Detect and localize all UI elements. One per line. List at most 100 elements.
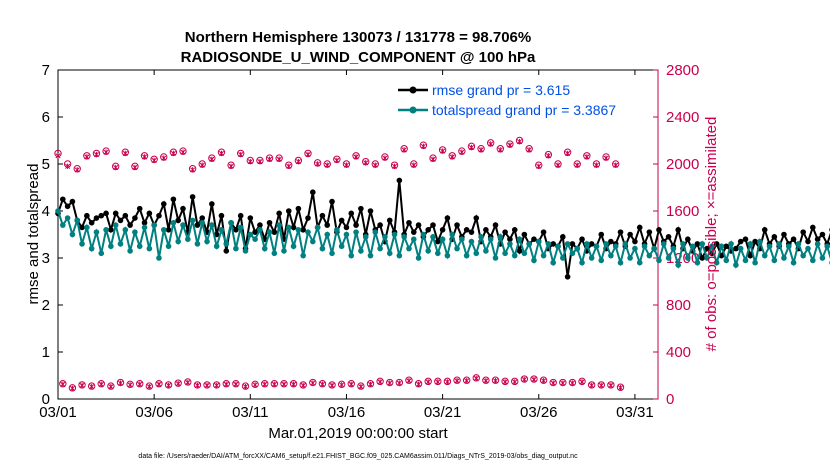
- obs-assimilated-point: [550, 380, 556, 386]
- obs-assimilated-point: [242, 383, 249, 390]
- totalspread-point: [55, 208, 61, 214]
- totalspread-point: [228, 219, 234, 226]
- totalspread-point: [728, 241, 734, 247]
- totalspread-point: [665, 255, 672, 261]
- totalspread-point: [521, 250, 528, 257]
- obs-assimilated-point: [521, 376, 527, 383]
- totalspread-point: [300, 252, 306, 259]
- rmse-point: [435, 238, 441, 245]
- obs-assimilated-point: [516, 138, 523, 145]
- obs-assimilated-point: [406, 378, 412, 384]
- obs-assimilated-point: [507, 142, 513, 148]
- obs-assimilated-point: [348, 381, 354, 388]
- totalspread-point: [343, 231, 350, 238]
- totalspread-point: [785, 243, 792, 250]
- rmse-point: [805, 238, 811, 245]
- obs-assimilated-point: [401, 147, 407, 153]
- totalspread-point: [334, 227, 340, 233]
- legend-spread-marker: [409, 106, 417, 114]
- obs-assimilated-point: [156, 381, 162, 388]
- totalspread-point: [497, 234, 504, 240]
- totalspread-point: [617, 259, 624, 266]
- totalspread-point: [305, 229, 311, 235]
- rmse-point: [386, 217, 393, 224]
- totalspread-point: [449, 231, 456, 238]
- obs-assimilated-point: [358, 383, 364, 390]
- y-axis-label-right: # of obs: o=possible; ×=assimilated: [703, 117, 720, 352]
- obs-assimilated-point: [286, 163, 292, 170]
- rmse-point: [271, 229, 278, 235]
- rmse-point: [290, 224, 297, 231]
- rmse-point: [473, 215, 480, 221]
- rmse-point: [64, 203, 71, 210]
- totalspread-point: [622, 241, 629, 247]
- totalspread-point: [285, 224, 292, 231]
- obs-assimilated-point: [545, 153, 551, 159]
- totalspread-point: [824, 243, 830, 250]
- obs-assimilated-point: [117, 380, 124, 386]
- totalspread-point: [358, 248, 364, 254]
- obs-assimilated-point: [238, 151, 244, 158]
- obs-assimilated-point: [65, 163, 71, 170]
- totalspread-point: [468, 238, 475, 245]
- obs-assimilated-point: [454, 378, 460, 384]
- rmse-point: [252, 229, 258, 235]
- totalspread-point: [444, 252, 451, 259]
- totalspread-point: [180, 222, 186, 228]
- totalspread-point: [790, 259, 797, 266]
- y-tick-label: 4: [42, 203, 50, 220]
- rmse-point: [752, 238, 758, 245]
- obs-assimilated-point: [579, 379, 585, 385]
- y-right-tick-label: 800: [666, 297, 691, 314]
- rmse-point: [218, 212, 225, 219]
- plot-area: [57, 69, 659, 400]
- totalspread-point: [694, 259, 701, 266]
- totalspread-point: [742, 257, 749, 264]
- totalspread-point: [459, 236, 465, 242]
- y-right-tick-label: 1600: [666, 203, 699, 220]
- obs-assimilated-point: [613, 162, 619, 168]
- totalspread-point: [757, 238, 763, 245]
- totalspread-point: [84, 224, 90, 231]
- rmse-point: [112, 210, 119, 217]
- rmse-point: [454, 222, 460, 228]
- y-tick-label: 5: [42, 156, 50, 173]
- obs-layer: [54, 136, 625, 392]
- totalspread-point: [252, 236, 258, 242]
- totalspread-point: [242, 248, 249, 254]
- totalspread-point: [93, 229, 100, 235]
- rmse-point: [300, 227, 306, 233]
- obs-assimilated-point: [166, 382, 172, 389]
- rmse-point: [170, 196, 177, 203]
- rmse-point: [569, 241, 576, 247]
- obs-assimilated-point: [132, 164, 138, 171]
- tick-layer: 03/01 03/06 03/11 03/16 03/21 03/26 03/31 0 1 2 3 4…: [39, 62, 699, 421]
- obs-assimilated-point: [233, 381, 239, 388]
- totalspread-point: [737, 245, 744, 252]
- totalspread-point: [60, 222, 66, 228]
- obs-assimilated-point: [478, 147, 484, 153]
- totalspread-point: [74, 217, 81, 224]
- totalspread-point: [247, 231, 254, 238]
- totalspread-point: [290, 243, 297, 250]
- totalspread-point: [752, 259, 758, 266]
- obs-assimilated-point: [483, 378, 489, 384]
- rmse-point: [189, 194, 196, 200]
- obs-assimilated-point: [161, 155, 167, 161]
- totalspread-point: [314, 224, 321, 231]
- obs-assimilated-point: [295, 158, 301, 165]
- obs-assimilated-point: [411, 162, 417, 168]
- totalspread-point: [88, 245, 95, 252]
- obs-assimilated-point: [103, 149, 109, 155]
- totalspread-point: [415, 255, 422, 261]
- totalspread-point: [156, 255, 162, 261]
- totalspread-point: [281, 248, 287, 254]
- rmse-point: [141, 219, 148, 226]
- totalspread-point: [266, 229, 273, 235]
- obs-assimilated-point: [416, 381, 422, 388]
- totalspread-point: [170, 219, 177, 226]
- totalspread-point: [410, 236, 417, 242]
- obs-assimilated-point: [194, 382, 200, 389]
- totalspread-point: [396, 252, 403, 259]
